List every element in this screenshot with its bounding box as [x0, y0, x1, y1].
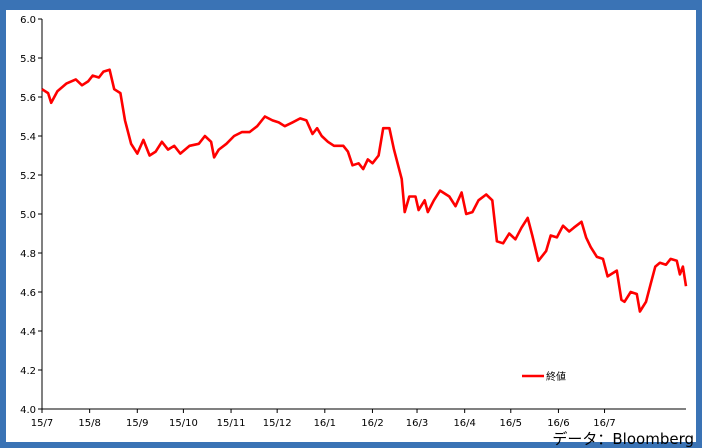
x-tick-label: 16/6 — [547, 418, 569, 429]
y-tick-group: 4.0 4.2 4.4 4.6 4.8 5.0 5.2 5.4 5.6 5.8 6.0 — [20, 15, 42, 416]
y-tick-label: 5.8 — [20, 54, 36, 65]
x-tick-label: 16/3 — [406, 418, 428, 429]
x-tick-label: 15/10 — [169, 418, 198, 429]
y-tick-label: 6.0 — [20, 15, 36, 26]
x-tick-label: 16/2 — [361, 418, 383, 429]
y-tick-label: 5.4 — [20, 132, 36, 143]
y-tick-label: 5.0 — [20, 210, 36, 221]
legend: 終値 — [522, 370, 566, 383]
y-tick-label: 4.4 — [20, 327, 36, 338]
x-tick-label: 15/8 — [78, 418, 100, 429]
x-tick-label: 15/7 — [31, 418, 53, 429]
x-tick-group: 15/7 15/8 15/9 15/10 15/11 15/12 16/1 16/2 16/3 1… — [31, 409, 616, 429]
legend-label: 終値 — [546, 370, 566, 383]
y-tick-label: 5.2 — [20, 171, 36, 182]
x-tick-label: 15/12 — [263, 418, 292, 429]
series-line-closing — [41, 68, 688, 313]
x-tick-label: 16/4 — [453, 418, 475, 429]
y-tick-label: 4.0 — [20, 405, 36, 416]
y-tick-label: 4.2 — [20, 366, 36, 377]
x-tick-label: 15/9 — [126, 418, 148, 429]
x-tick-label: 15/11 — [217, 418, 246, 429]
data-source-label: データ：Bloomberg — [552, 430, 694, 448]
x-tick-label: 16/1 — [314, 418, 336, 429]
y-tick-label: 4.8 — [20, 249, 36, 260]
y-tick-label: 5.6 — [20, 93, 36, 104]
x-tick-label: 16/7 — [593, 418, 615, 429]
y-tick-label: 4.6 — [20, 288, 36, 299]
x-tick-label: 16/5 — [500, 418, 522, 429]
